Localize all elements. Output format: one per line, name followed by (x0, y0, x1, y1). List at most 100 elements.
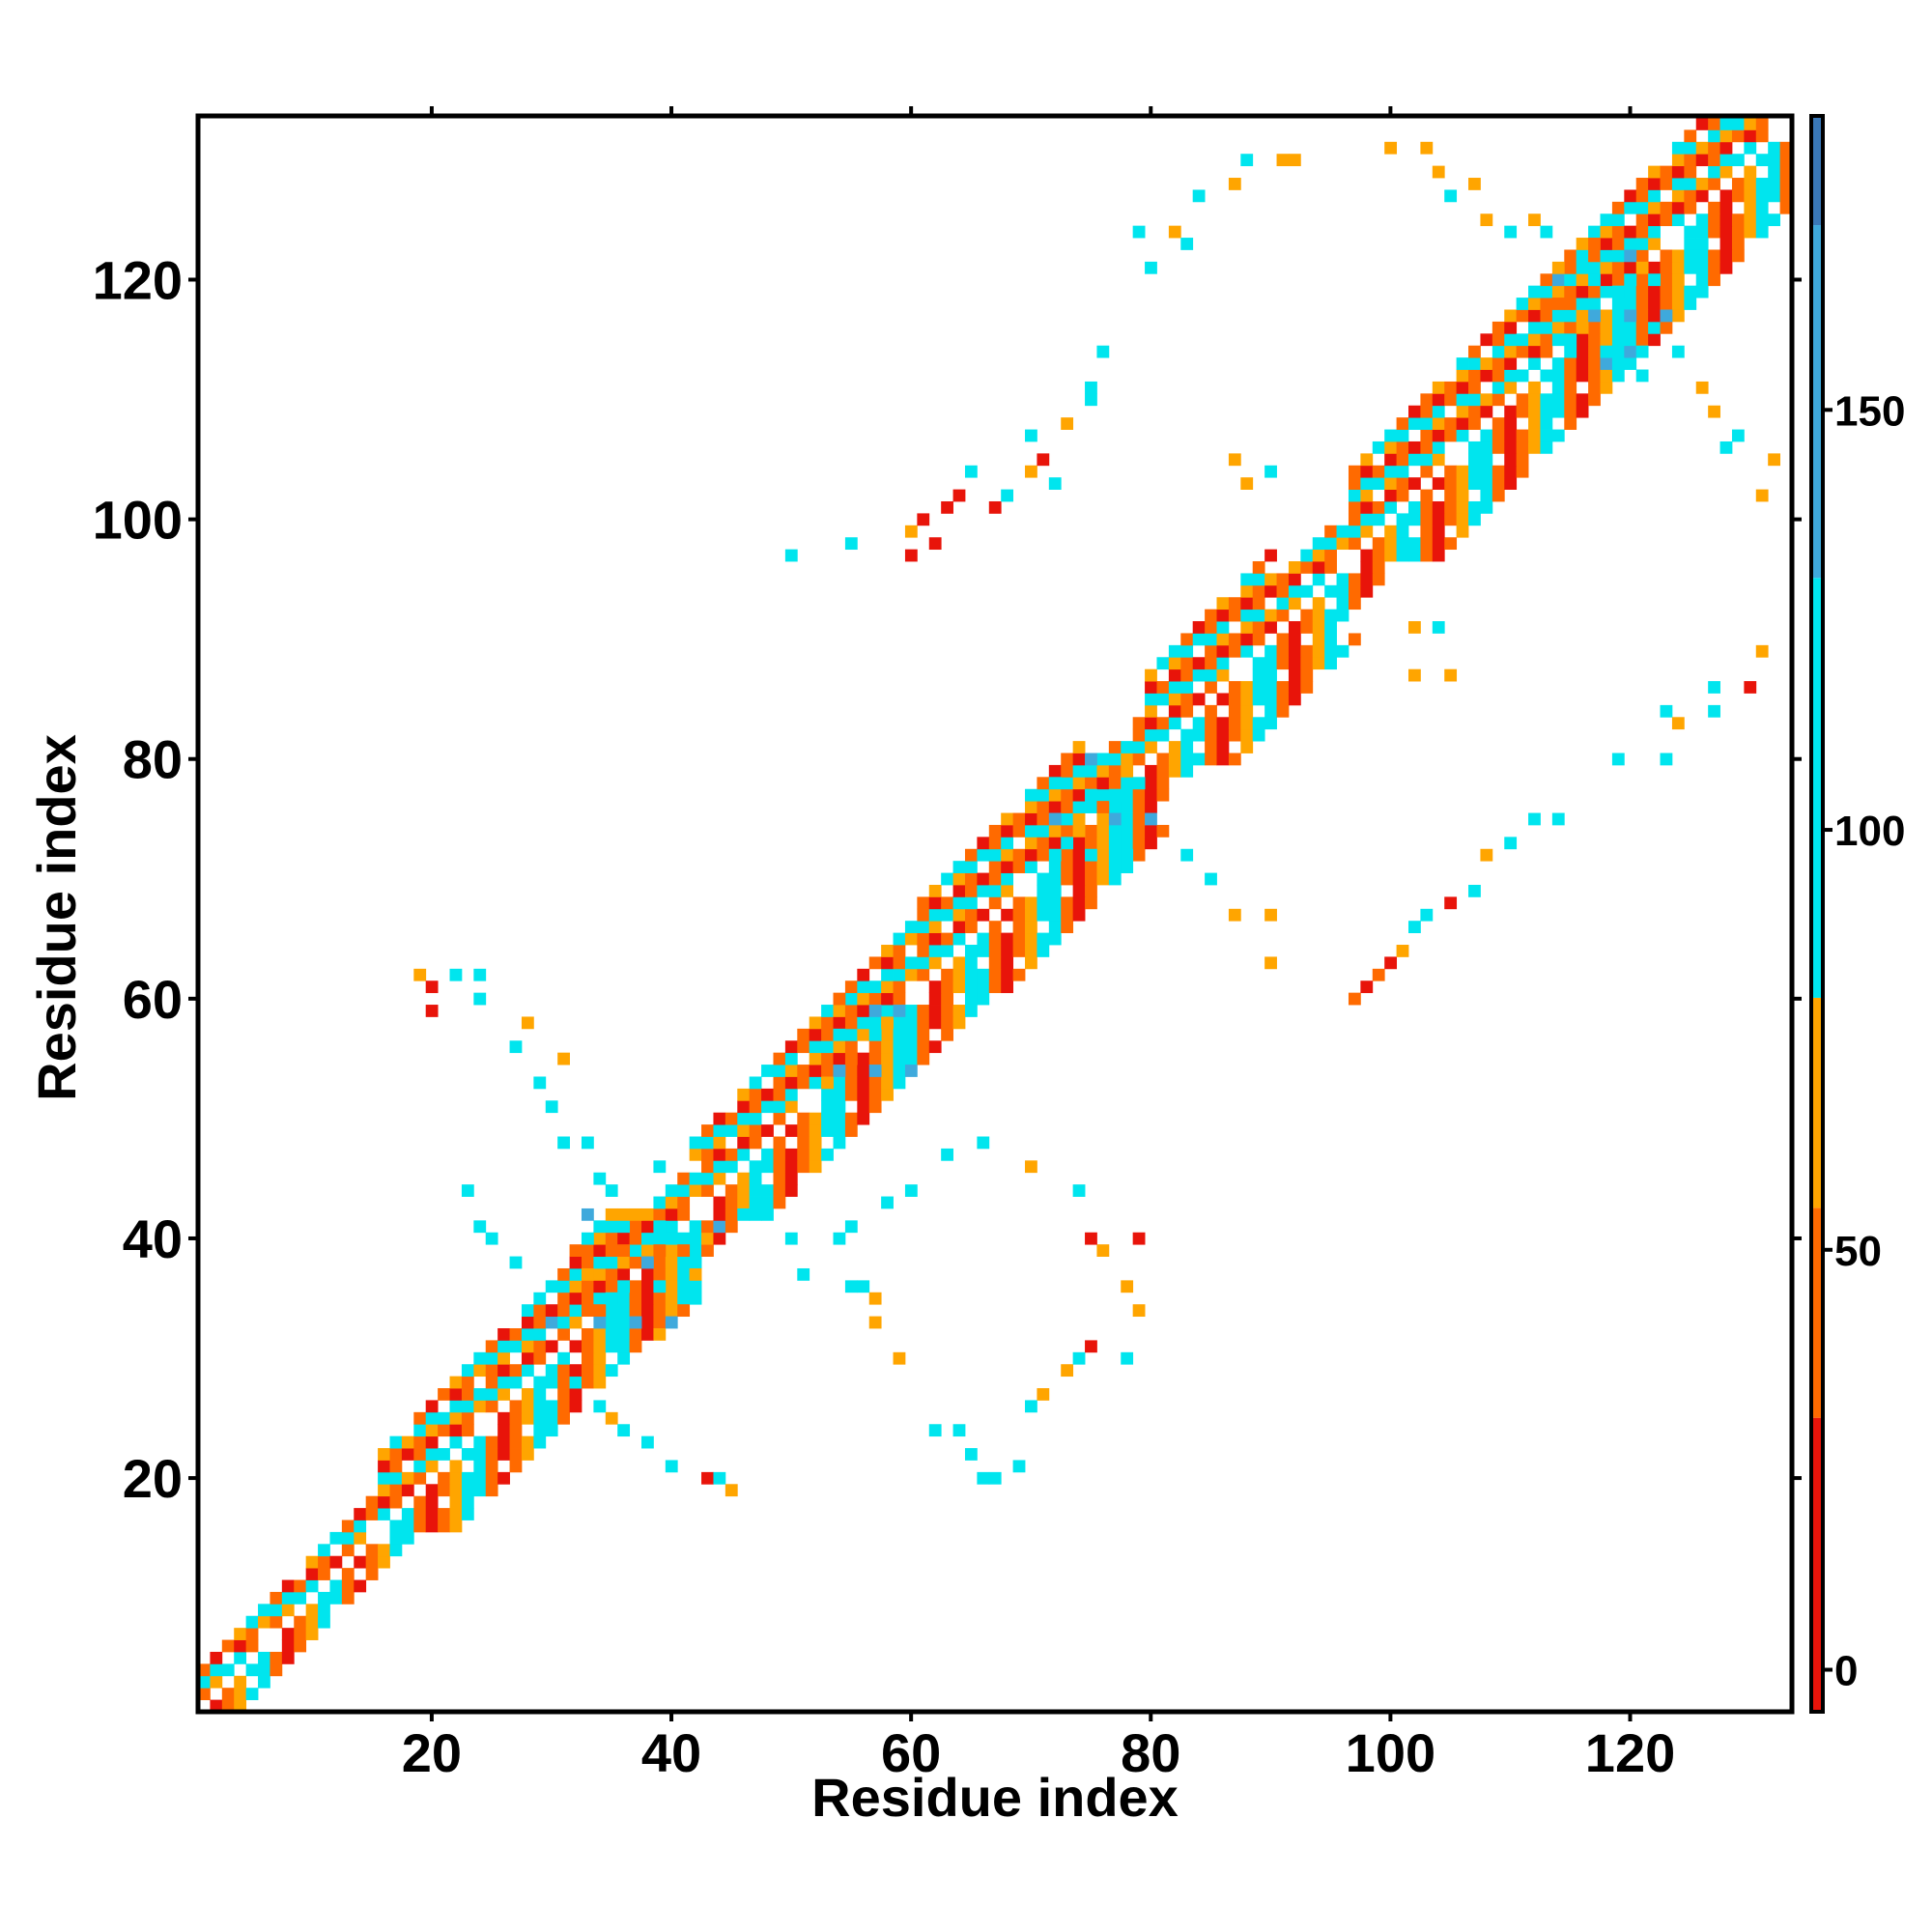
heatmap-cell (1444, 393, 1458, 407)
heatmap-cell (868, 1292, 882, 1305)
heatmap-cell (977, 968, 990, 981)
heatmap-cell (1671, 154, 1685, 167)
heatmap-cell (1456, 429, 1469, 442)
heatmap-cell (904, 932, 918, 946)
heatmap-cell (1695, 381, 1709, 394)
heatmap-cell (617, 1424, 631, 1437)
heatmap-cell (941, 872, 953, 886)
heatmap-cell (893, 968, 906, 981)
heatmap-cell (438, 1424, 450, 1437)
heatmap-cell (904, 1040, 918, 1054)
heatmap-cell (1671, 249, 1685, 263)
heatmap-cell (1025, 896, 1037, 910)
heatmap-cell (425, 1460, 439, 1473)
heatmap-cell (294, 1591, 307, 1605)
heatmap-cell (677, 1184, 691, 1197)
heatmap-cell (1492, 489, 1505, 502)
heatmap-cell (305, 1615, 319, 1629)
heatmap-cell (1168, 668, 1181, 682)
heatmap-cell (952, 1424, 966, 1437)
heatmap-cell (797, 1148, 810, 1161)
heatmap-cell (1755, 644, 1769, 658)
heatmap-cell (1731, 178, 1745, 190)
heatmap-cell (1504, 429, 1518, 442)
heatmap-cell (1037, 872, 1050, 886)
heatmap-cell (1660, 704, 1673, 718)
heatmap-cell (713, 1220, 726, 1234)
heatmap-cell (389, 1435, 403, 1449)
heatmap-cell (988, 1471, 1002, 1485)
heatmap-cell (1420, 393, 1434, 407)
heatmap-cell (1695, 273, 1709, 287)
heatmap-cell (737, 1208, 751, 1221)
heatmap-cell (1288, 633, 1301, 646)
heatmap-cell (1240, 573, 1254, 586)
heatmap-cell (1276, 597, 1290, 611)
heatmap-cell (881, 956, 894, 970)
heatmap-cell (773, 1148, 786, 1161)
heatmap-cell (1216, 644, 1230, 658)
heatmap-cell (1216, 753, 1230, 766)
heatmap-cell (234, 1639, 247, 1653)
y-tick-label: 120 (93, 249, 183, 310)
heatmap-cell (1396, 537, 1409, 551)
heatmap-cell (1145, 261, 1157, 274)
heatmap-cell (749, 1088, 762, 1101)
heatmap-cell (1504, 465, 1518, 478)
heatmap-cell (1205, 681, 1217, 694)
heatmap-cell (952, 489, 966, 502)
heatmap-cell (497, 1388, 510, 1401)
heatmap-cell (724, 1184, 738, 1197)
heatmap-cell (641, 1232, 654, 1245)
heatmap-cell (1480, 848, 1493, 862)
heatmap-cell (1085, 801, 1097, 813)
heatmap-cell (1288, 693, 1301, 706)
heatmap-cell (1432, 440, 1445, 454)
heatmap-cell (821, 1100, 834, 1114)
heatmap-cell (1744, 118, 1757, 130)
heatmap-cell (1731, 225, 1745, 239)
heatmap-cell (1205, 621, 1217, 634)
heatmap-cell (1072, 848, 1086, 862)
heatmap-cell (1719, 225, 1733, 239)
heatmap-cell (1228, 728, 1241, 742)
heatmap-cell (893, 956, 906, 970)
heatmap-cell (389, 1471, 403, 1485)
heatmap-cell (868, 1040, 882, 1054)
heatmap-cell (401, 1435, 414, 1449)
heatmap-cell (1001, 956, 1014, 970)
heatmap-cell (1408, 513, 1421, 526)
x-tick-label: 100 (1346, 1722, 1435, 1783)
heatmap-cell (1228, 704, 1241, 718)
heatmap-cell (784, 1052, 798, 1065)
heatmap-cell (1684, 238, 1697, 250)
heatmap-cell (1504, 440, 1518, 454)
heatmap-cell (1085, 764, 1097, 778)
heatmap-cell (1205, 704, 1217, 718)
heatmap-cell (677, 1267, 691, 1281)
heatmap-cell (1061, 837, 1074, 850)
heatmap-cell (665, 1280, 678, 1293)
heatmap-cell (1252, 728, 1265, 742)
heatmap-cell (258, 1604, 270, 1617)
heatmap-cell (581, 1364, 594, 1378)
heatmap-cell (653, 1232, 667, 1245)
heatmap-cell (605, 1411, 618, 1425)
heatmap-cell (1635, 345, 1649, 358)
heatmap-cell (833, 1136, 846, 1150)
colorbar-tick-label: 50 (1834, 1228, 1882, 1275)
heatmap-cell (1528, 333, 1541, 347)
heatmap-cell (533, 1340, 547, 1353)
heatmap-cell (1288, 657, 1301, 670)
heatmap-cell (497, 1471, 510, 1485)
heatmap-cell (1372, 561, 1385, 574)
heatmap-cell (1444, 500, 1458, 514)
heatmap-cell (221, 1639, 235, 1653)
heatmap-cell (1037, 945, 1050, 957)
heatmap-cell (1540, 345, 1553, 358)
heatmap-cell (461, 1448, 474, 1461)
heatmap-cell (917, 1040, 930, 1054)
heatmap-cell (449, 1508, 463, 1520)
heatmap-cell (737, 1100, 751, 1114)
heatmap-cell (1168, 693, 1181, 706)
